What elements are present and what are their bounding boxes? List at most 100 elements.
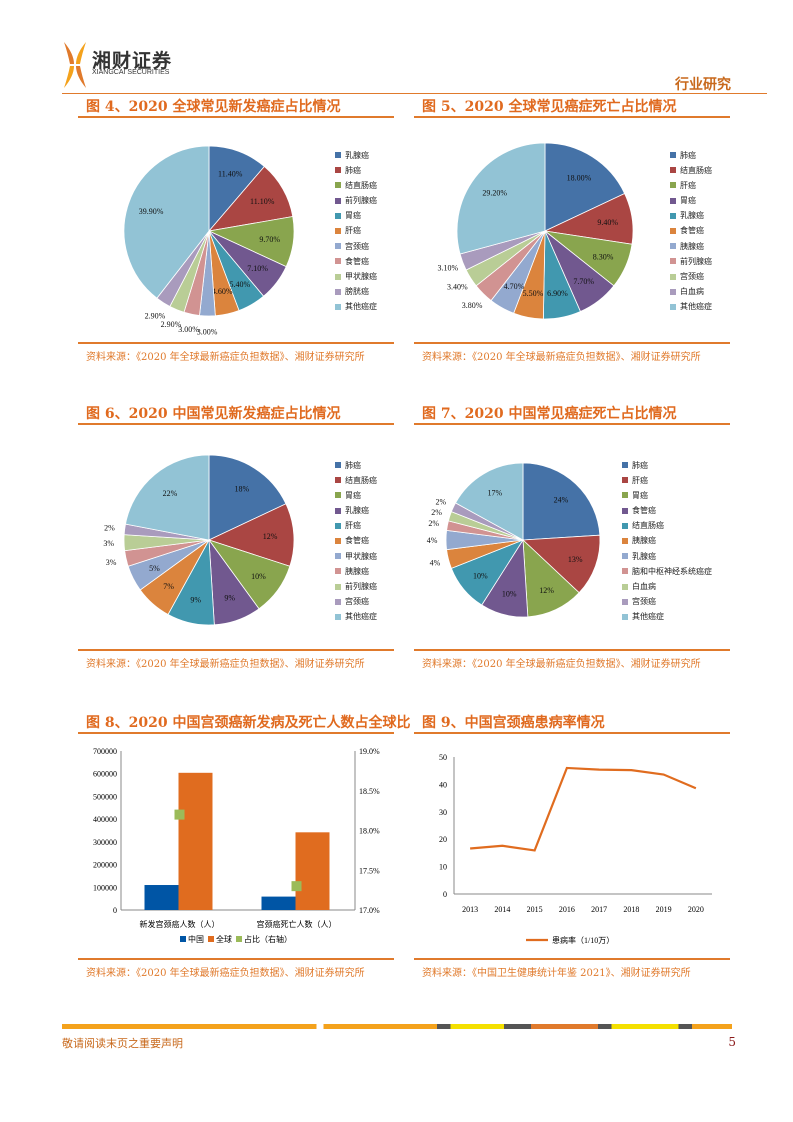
title-rule: [414, 732, 730, 734]
legend-item: 甲状腺癌: [335, 272, 377, 282]
legend-swatch: [180, 936, 186, 942]
legend-item: 胃癌: [335, 490, 377, 500]
legend-label: 前列腺癌: [345, 196, 377, 206]
legend-swatch: [622, 507, 628, 514]
y-tick: 200000: [93, 861, 117, 870]
legend-item: 结直肠癌: [622, 521, 712, 531]
section-label: 行业研究: [675, 77, 731, 93]
legend-label: 结直肠癌: [632, 521, 664, 531]
pie-label: 3%: [103, 539, 114, 548]
pie-label: 5.40%: [230, 280, 251, 289]
figure-source: 资料来源：《2020 年全球最新癌症负担数据》、湘财证券研究所: [422, 352, 701, 363]
pie-label: 7.10%: [247, 264, 268, 273]
legend-swatch: [622, 568, 628, 575]
legend-swatch: [335, 258, 341, 265]
y-tick: 0: [113, 906, 117, 915]
legend-swatch: [670, 197, 676, 204]
legend-label: 食管癌: [345, 536, 369, 546]
legend-label: 患病率（1/10万）: [552, 935, 614, 945]
legend-swatch: [670, 288, 676, 295]
pie-label: 39.90%: [139, 207, 164, 216]
legend-label: 胃癌: [680, 196, 696, 206]
pie-label: 17%: [487, 488, 502, 497]
title-rule: [78, 116, 394, 118]
pie-label: 2.90%: [161, 320, 182, 329]
legend-label: 肺癌: [345, 460, 361, 470]
pie-label: 2.90%: [145, 311, 166, 320]
title-rule: [414, 423, 730, 425]
legend-swatch: [670, 212, 676, 219]
pie-legend: 乳腺癌 肺癌 结直肠癌 前列腺癌 胃癌 肝癌 宫颈癌 食管癌 甲状腺癌 膀胱癌 其他癌症: [335, 150, 377, 312]
legend-item: 胰腺癌: [622, 536, 712, 546]
legend-label: 食管癌: [680, 226, 704, 236]
legend-item: 肝癌: [335, 521, 377, 531]
figure-title: 图 6、2020 中国常见新发癌症占比情况: [86, 406, 341, 422]
header-divider: [62, 93, 767, 94]
legend-swatch: [335, 212, 341, 219]
logo-mark-icon: [64, 42, 86, 88]
legend-swatch: [670, 258, 676, 265]
legend-label: 甲状腺癌: [345, 551, 377, 561]
pie-label: 9%: [190, 596, 201, 605]
legend-label: 宫颈癌: [680, 272, 704, 281]
legend-swatch: [335, 583, 341, 590]
pie-label: 24%: [554, 496, 569, 505]
pie-legend: 肺癌 肝癌 胃癌 食管癌 结直肠癌 胰腺癌 乳腺癌 脑和中枢神经系统癌症 白血病 宫颈癌 其他癌症: [622, 460, 712, 622]
legend-swatch: [335, 303, 341, 310]
legend-swatch: [335, 273, 341, 280]
logo-text: 湘财证券: [92, 50, 173, 72]
pie-label: 8.30%: [593, 252, 614, 261]
x-tick: 2015: [527, 905, 543, 914]
pie-label: 10%: [473, 571, 488, 580]
legend-label: 甲状腺癌: [345, 272, 377, 281]
legend-swatch: [622, 477, 628, 484]
legend-item: 胃癌: [670, 196, 712, 206]
legend-item: 食管癌: [335, 256, 377, 266]
y-tick: 50: [439, 753, 447, 762]
pie-label: 2%: [431, 508, 442, 517]
x-tick: 宫颈癌死亡人数（人）: [257, 919, 337, 929]
pie-label: 29.20%: [482, 188, 507, 197]
legend-item: 其他癌症: [670, 302, 712, 312]
legend-item: 胃癌: [622, 490, 712, 500]
legend-label: 乳腺癌: [632, 551, 656, 561]
legend-label: 其他癌症: [345, 302, 377, 312]
legend-swatch: [335, 288, 341, 295]
figure-source: 资料来源：《2020 年全球最新癌症负担数据》、湘财证券研究所: [86, 352, 365, 363]
legend-label: 乳腺癌: [345, 506, 369, 516]
source-rule: [78, 342, 394, 344]
legend-item: 乳腺癌: [335, 506, 377, 516]
pie-label: 2%: [435, 497, 446, 506]
legend-swatch: [335, 227, 341, 234]
legend-label: 食管癌: [632, 506, 656, 516]
bar-global: [178, 772, 213, 910]
pie-slice: [456, 142, 546, 255]
y-tick: 500000: [93, 792, 117, 801]
pie-slice: [123, 145, 210, 299]
pie-label: 10%: [502, 590, 517, 599]
legend-label: 宫颈癌: [345, 241, 369, 251]
legend-swatch: [670, 167, 676, 174]
pie-label: 11.40%: [218, 170, 243, 179]
legend-item: 结直肠癌: [335, 180, 377, 190]
x-tick: 2014: [494, 905, 510, 914]
y-tick: 600000: [93, 770, 117, 779]
legend-swatch: [670, 182, 676, 189]
x-tick: 2020: [688, 905, 704, 914]
title-rule: [78, 423, 394, 425]
pie-label: 18.00%: [567, 174, 592, 183]
pie-label: 4%: [427, 536, 438, 545]
legend-label: 肝癌: [680, 180, 696, 190]
pie-label: 13%: [568, 555, 583, 564]
legend-item: 肝癌: [670, 180, 712, 190]
legend-label: 乳腺癌: [680, 211, 704, 221]
legend-swatch: [335, 477, 341, 484]
legend-swatch: [622, 462, 628, 468]
legend-item: 脑和中枢神经系统癌症: [622, 566, 712, 576]
legend-item: 其他癌症: [335, 302, 377, 312]
legend-label: 胃癌: [345, 211, 361, 221]
legend-label: 结直肠癌: [345, 180, 377, 190]
y-tick: 20: [439, 835, 447, 844]
legend-swatch: [236, 936, 242, 942]
